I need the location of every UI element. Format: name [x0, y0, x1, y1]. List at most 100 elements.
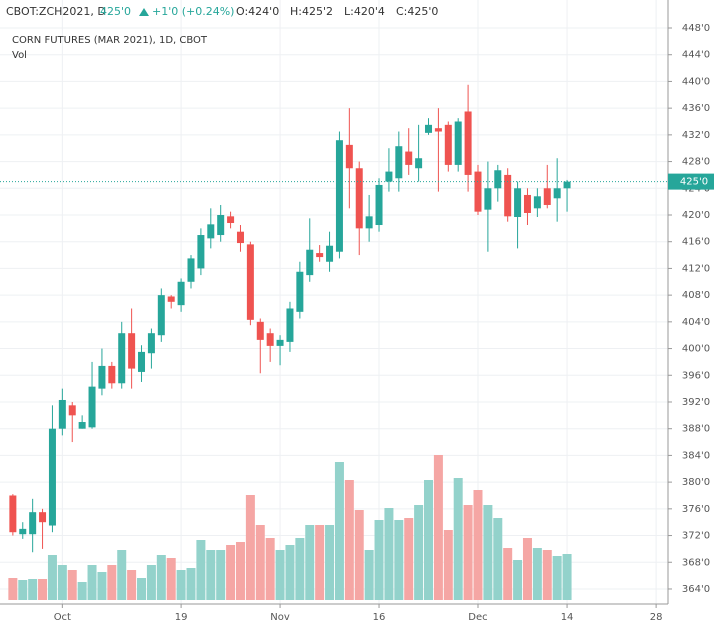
y-tick-label: 412'0 [682, 263, 710, 274]
y-tick-label: 392'0 [682, 397, 710, 408]
volume-bar [97, 572, 107, 600]
volume-bar [127, 570, 137, 600]
volume-bar [176, 570, 186, 600]
y-tick-label: 448'0 [682, 23, 710, 34]
volume-bar [394, 520, 404, 600]
y-tick-label: 436'0 [682, 103, 710, 114]
candle-body [543, 188, 551, 205]
volume-bar [186, 568, 196, 600]
chart-title: CORN FUTURES (MAR 2021), 1D, CBOT [12, 35, 208, 46]
candle-body [78, 422, 86, 429]
volume-bar [453, 478, 463, 600]
volume-bar [295, 538, 305, 600]
volume-bar [513, 560, 523, 600]
y-tick-label: 372'0 [682, 531, 710, 542]
volume-bar [77, 582, 87, 600]
candle-body [118, 333, 126, 384]
last-price-box [668, 173, 714, 190]
y-tick-label: 384'0 [682, 450, 710, 461]
candle-body [217, 214, 225, 236]
candle-body [108, 365, 116, 384]
volume-bar [344, 480, 354, 600]
candle-body [68, 405, 76, 416]
volume-bar [28, 579, 38, 600]
volume-bar [522, 538, 532, 600]
last-price-label: 425'0 [680, 177, 708, 188]
volume-bar [285, 545, 295, 600]
candle-body [246, 244, 254, 320]
candle-body [266, 333, 274, 346]
y-tick-label: 388'0 [682, 424, 710, 435]
candle-body [48, 428, 56, 526]
volume-bar [38, 579, 48, 600]
candle-body [177, 281, 185, 306]
candle-body [523, 194, 531, 213]
candle-body [355, 168, 363, 229]
volume-bar [562, 554, 572, 600]
candle-body [138, 351, 146, 372]
candle-body [326, 245, 334, 262]
low: L:420'4 [344, 5, 385, 18]
candle-body [39, 512, 47, 523]
candle-body [425, 124, 433, 133]
candle-body [236, 231, 244, 244]
candle-body [157, 295, 165, 336]
candle-body [405, 151, 413, 165]
x-tick-label: 19 [175, 612, 188, 623]
y-tick-label: 408'0 [682, 290, 710, 301]
axis-labels: 364'0 368'0 372'0 376'0 380'0 384'0 388'0 392'0… [0, 23, 714, 623]
volume-bar [265, 538, 275, 600]
x-tick-label: 28 [650, 612, 663, 623]
candle-body [316, 253, 324, 258]
volume-bar [137, 578, 147, 600]
volume-bar [414, 505, 424, 600]
candle-body [207, 224, 215, 239]
volume-bar [503, 548, 513, 600]
high: H:425'2 [290, 5, 333, 18]
candle-body [29, 512, 37, 535]
candle-body [345, 144, 353, 169]
candle-body [335, 140, 343, 252]
candle-body [484, 188, 492, 210]
candle-body [128, 333, 136, 369]
candle-body [9, 495, 17, 533]
candle-body [563, 181, 571, 189]
volume-bar [196, 540, 206, 600]
x-tick-label: 14 [561, 612, 574, 623]
change: +1'0 (+0.24%) [152, 5, 234, 18]
volume-bar [354, 510, 364, 600]
candle-body [187, 258, 195, 282]
candle-body [167, 296, 175, 302]
volume-bar [433, 455, 443, 600]
volume-bar [245, 495, 255, 600]
x-tick-label: 16 [373, 612, 386, 623]
candle-body [444, 124, 452, 165]
x-tick-label: Nov [270, 612, 290, 623]
candle-body [415, 158, 423, 169]
open: O:424'0 [236, 5, 279, 18]
symbol: CBOT:ZCH2021, D [6, 5, 106, 18]
candle-layer [9, 84, 571, 553]
y-tick-label: 440'0 [682, 76, 710, 87]
y-tick-label: 428'0 [682, 157, 710, 168]
candle-body [375, 184, 383, 226]
volume-bar [315, 525, 325, 600]
y-tick-label: 376'0 [682, 504, 710, 515]
volume-bar [117, 550, 127, 600]
y-tick-label: 380'0 [682, 477, 710, 488]
volume-bar [493, 518, 503, 600]
candle-body [256, 321, 264, 340]
candle-body [19, 528, 27, 535]
volume-bar [275, 550, 285, 600]
candle-body [514, 188, 522, 218]
candle-body [504, 174, 512, 217]
candle-body [296, 271, 304, 312]
volume-bar [226, 545, 236, 600]
volume-bar [404, 518, 414, 600]
volume-bar [473, 490, 483, 600]
volume-bar [483, 505, 493, 600]
candle-body [434, 128, 442, 132]
volume-bar [334, 462, 344, 600]
y-tick-label: 368'0 [682, 557, 710, 568]
candle-body [98, 365, 106, 389]
